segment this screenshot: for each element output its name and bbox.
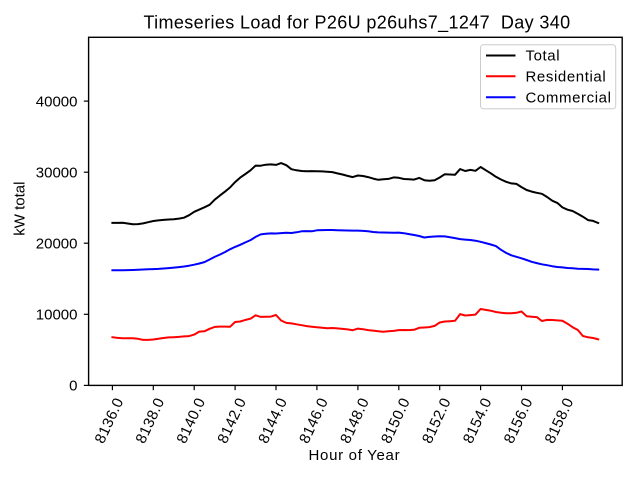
svg-text:kW total: kW total — [11, 182, 28, 236]
svg-text:Commercial: Commercial — [526, 90, 612, 107]
svg-text:Hour of Year: Hour of Year — [309, 447, 401, 464]
svg-text:40000: 40000 — [36, 93, 78, 110]
svg-text:20000: 20000 — [36, 235, 78, 252]
svg-text:30000: 30000 — [36, 164, 78, 181]
svg-text:10000: 10000 — [36, 307, 78, 324]
svg-text:0: 0 — [69, 378, 77, 395]
svg-text:Residential: Residential — [526, 69, 607, 86]
svg-text:Total: Total — [526, 48, 561, 65]
svg-text:Timeseries Load for P26U p26uh: Timeseries Load for P26U p26uhs7_1247 Da… — [143, 13, 570, 34]
